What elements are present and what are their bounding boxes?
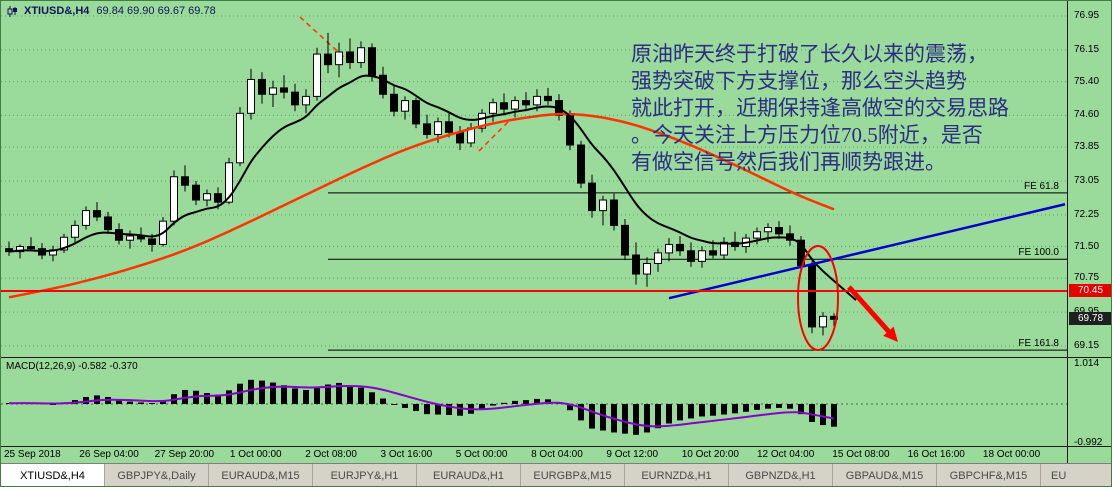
resistance-price-badge: 70.45	[1069, 283, 1111, 297]
chart-tab[interactable]: EURJPY&,H1	[313, 464, 417, 486]
time-axis-label: 18 Oct 00:00	[982, 449, 1041, 460]
price-tick-label: 70.75	[1074, 272, 1100, 284]
time-axis-label: 8 Oct 04:00	[531, 449, 583, 460]
time-axis-label: 1 Oct 00:00	[229, 449, 282, 460]
time-axis: 25 Sep 2018 26 Sep 04:00 27 Sep 20:00 1 Oct…	[1, 447, 1067, 463]
time-axis-label: 5 Oct 00:00	[455, 449, 508, 460]
time-axis-label: 27 Sep 20:00	[154, 449, 215, 460]
candles	[5, 32, 838, 336]
macd-panel[interactable]: MACD(12,26,9) -0.582 -0.370	[1, 358, 1067, 446]
ma-fast-line	[8, 74, 857, 301]
macd-histogram	[6, 379, 837, 435]
panel-separator	[1, 357, 1111, 358]
fe-label: FE 100.0	[1018, 247, 1059, 258]
price-tick-label: 71.50	[1074, 240, 1100, 252]
ma-slow-line	[8, 112, 835, 299]
price-tick-label: 75.40	[1074, 75, 1100, 87]
trend-line	[668, 203, 1066, 300]
time-axis-label: 26 Sep 04:00	[79, 449, 139, 460]
axis-separator	[1067, 1, 1068, 463]
chart-tab-bar: XTIUSD&,H4 GBPJPY&,Daily EURAUD&,M15 EURJPY…	[1, 463, 1111, 486]
time-axis-label: 2 Oct 08:00	[305, 449, 357, 460]
time-axis-label: 10 Oct 20:00	[681, 449, 739, 460]
chart-tab[interactable]: EURGBP&,M15	[521, 464, 625, 486]
highlight-ellipse	[797, 245, 839, 351]
price-tick-label: 69.15	[1074, 339, 1100, 351]
note-line: 有做空信号然后我们再顺势跟进。	[631, 150, 946, 174]
chart-tab[interactable]: EU	[1041, 464, 1111, 486]
price-tick-label: 69.95	[1074, 306, 1099, 317]
macd-signal-line	[8, 385, 835, 428]
price-tick-label: 74.60	[1074, 109, 1100, 121]
time-axis-label: 16 Oct 16:00	[907, 449, 965, 460]
note-line: 就此打开，近期保持逢高做空的交易思路	[631, 96, 1009, 120]
chart-tab[interactable]: GBPJPY&,Daily	[105, 464, 209, 486]
fe-label: FE 61.8	[1024, 181, 1059, 192]
price-tick-label: 73.85	[1074, 141, 1100, 153]
price-tick-label: 76.95	[1074, 10, 1100, 22]
fe-label: FE 161.8	[1018, 338, 1059, 349]
price-chart-canvas[interactable]: FE 61.8 FE 100.0 FE 161.8	[1, 1, 1067, 357]
note-line: 原油昨天终于打破了长久以来的震荡，	[631, 42, 988, 66]
main-chart[interactable]: FE 61.8 FE 100.0 FE 161.8 XTIUSD&,H4 69.84…	[1, 1, 1067, 357]
chart-tab[interactable]: GBPCHF&,M15	[937, 464, 1041, 486]
time-axis-label: 25 Sep 2018	[4, 449, 61, 460]
time-axis-label: 12 Oct 04:00	[757, 449, 815, 460]
time-axis-label: 15 Oct 08:00	[832, 449, 890, 460]
analysis-note: 原油昨天终于打破了长久以来的震荡， 强势突破下方支撑位，那么空头趋势 就此打开，…	[631, 41, 1091, 176]
macd-scale-label: 1.014	[1074, 358, 1100, 370]
fibo-dashed-line	[478, 118, 512, 152]
price-tick-label: 72.25	[1074, 208, 1100, 220]
time-axis-label: 3 Oct 16:00	[380, 449, 433, 460]
ohlc-readout: 69.84 69.90 69.67 69.78	[96, 5, 216, 17]
current-price-badge: 69.78	[1069, 312, 1111, 326]
chart-tab[interactable]: EURAUD&,M15	[209, 464, 313, 486]
symbol-timeframe: XTIUSD&,H4	[24, 5, 90, 17]
chart-tab[interactable]: GBPNZD&,H1	[729, 464, 833, 486]
chart-title: XTIUSD&,H4 69.84 69.90 69.67 69.78	[7, 5, 216, 17]
price-axis: 76.95 76.15 75.40 74.60 73.85 73.05 72.25 71.50…	[1068, 1, 1111, 463]
sell-arrow-head	[883, 326, 898, 342]
panel-separator	[1, 446, 1111, 447]
macd-canvas[interactable]	[1, 358, 1067, 446]
macd-scale-label: -0.992	[1074, 436, 1103, 448]
chart-tab[interactable]: EURNZD&,H1	[625, 464, 729, 486]
macd-indicator-label: MACD(12,26,9) -0.582 -0.370	[6, 361, 138, 372]
note-line: 。今天关注上方压力位70.5附近，是否	[631, 123, 983, 147]
candlestick-icon	[7, 5, 17, 17]
time-axis-label: 9 Oct 12:00	[606, 449, 659, 460]
chart-tab[interactable]: XTIUSD&,H4	[1, 464, 105, 486]
fibo-dashed-line	[299, 16, 347, 60]
chart-tab[interactable]: EURAUD&,H1	[417, 464, 521, 486]
chart-tab[interactable]: GBPAUD&,M15	[833, 464, 937, 486]
price-tick-label: 76.15	[1074, 43, 1100, 55]
price-tick-label: 73.05	[1074, 174, 1100, 186]
sell-arrow-shaft	[847, 285, 894, 337]
note-line: 强势突破下方支撑位，那么空头趋势	[631, 69, 967, 93]
